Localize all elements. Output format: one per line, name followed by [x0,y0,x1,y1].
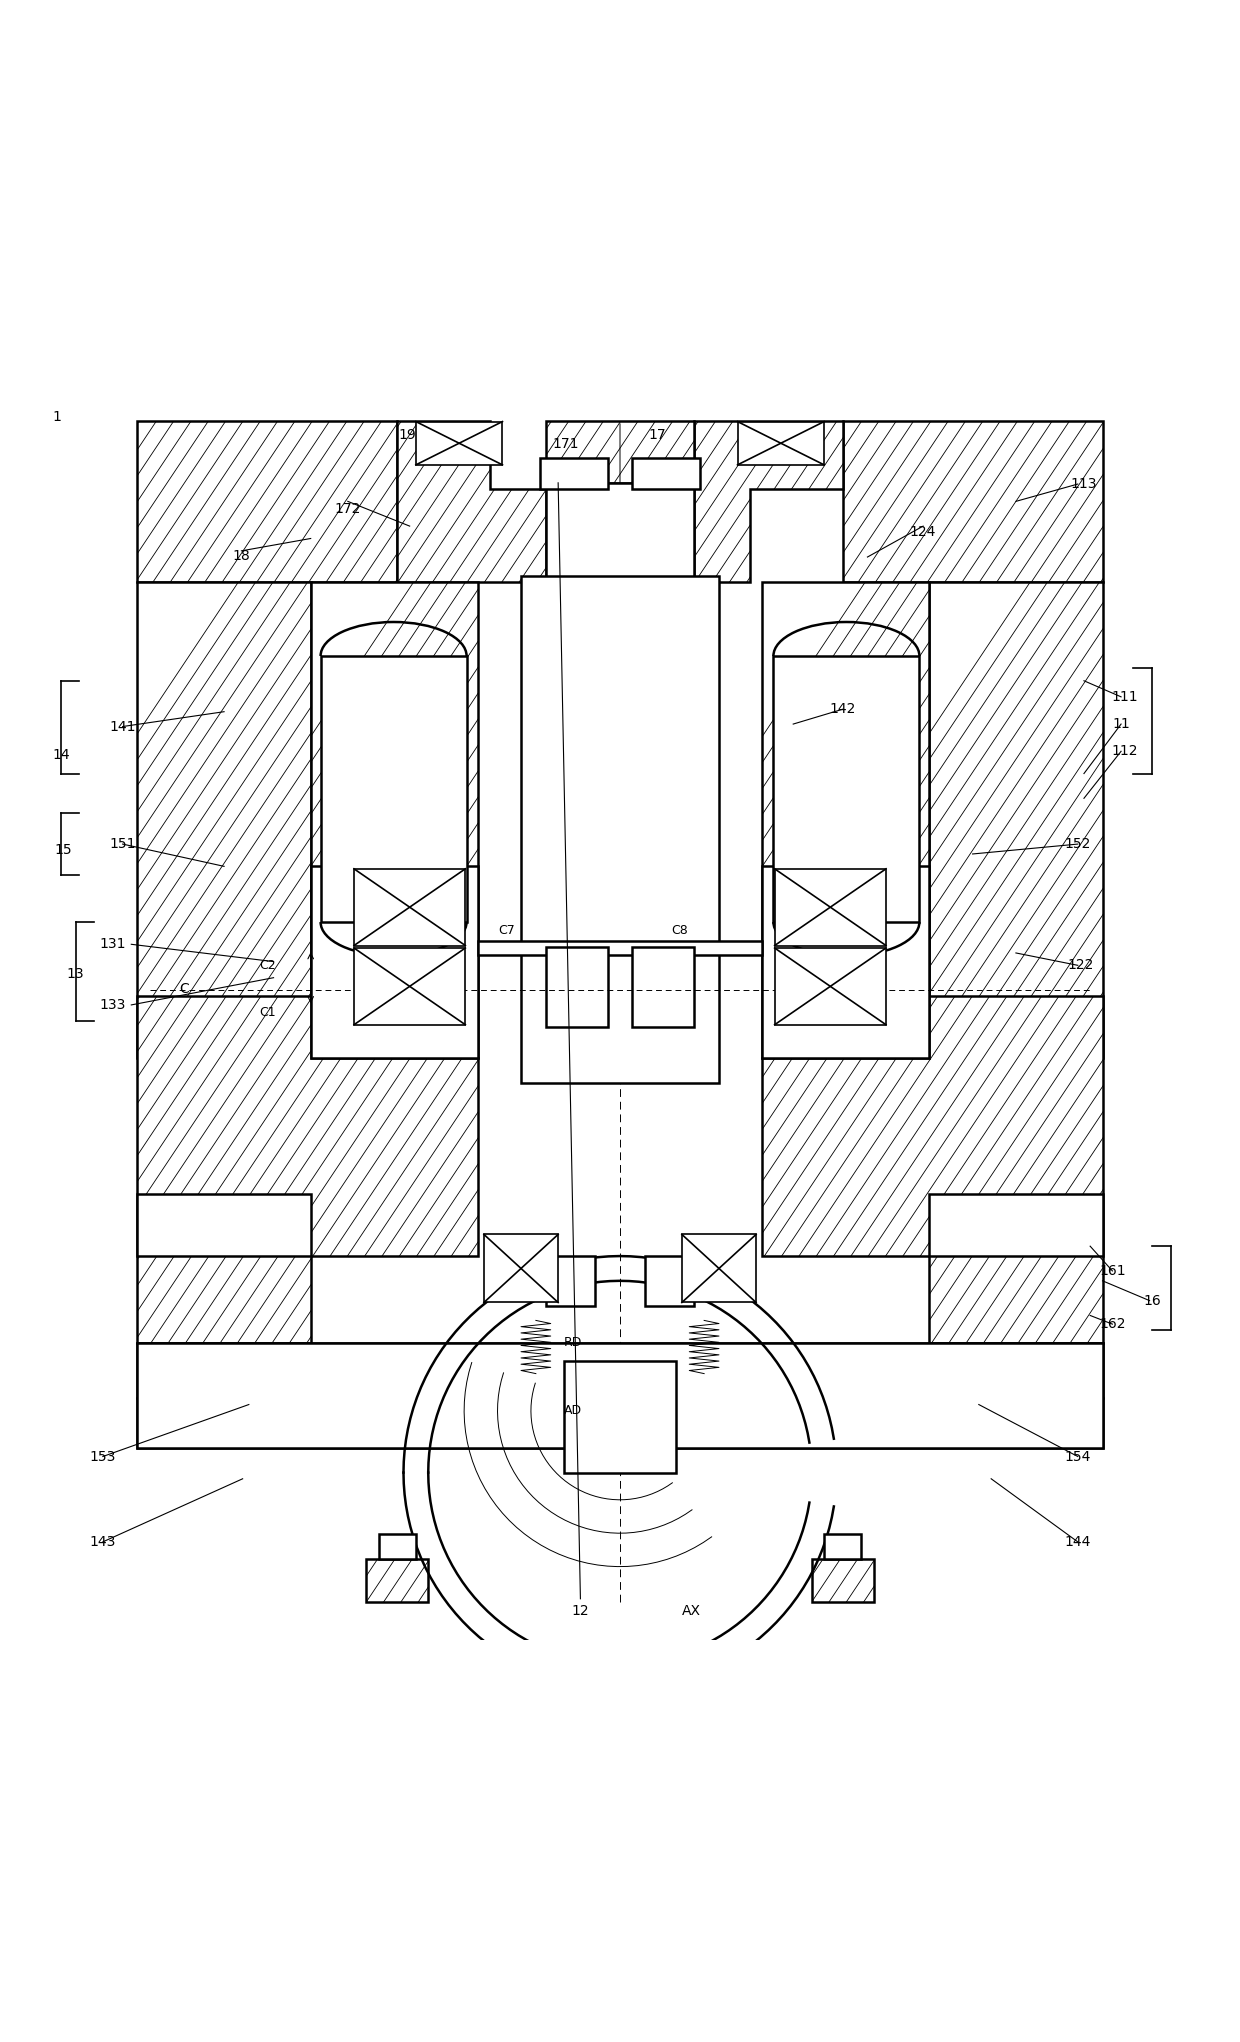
Polygon shape [138,996,477,1344]
Text: 122: 122 [1068,958,1094,972]
Bar [775,947,887,1025]
Polygon shape [311,582,477,1058]
Polygon shape [929,582,1102,1058]
Bar [632,947,694,1027]
Text: 12: 12 [572,1605,589,1617]
Bar [546,1256,595,1305]
Polygon shape [397,421,546,582]
Text: 143: 143 [89,1536,117,1550]
Bar [738,421,825,466]
Text: C7: C7 [497,925,515,937]
Bar [825,1534,862,1560]
Bar [539,457,608,488]
Text: RD: RD [564,1335,582,1350]
Text: 1: 1 [52,410,62,425]
Text: AD: AD [564,1405,582,1417]
Bar [929,1195,1102,1256]
Text: 11: 11 [1112,717,1130,731]
Bar [774,655,919,923]
Bar [484,1235,558,1303]
Bar [311,866,477,1058]
Polygon shape [763,582,929,1058]
Text: 16: 16 [1143,1295,1161,1307]
Text: 144: 144 [1065,1536,1091,1550]
Text: 15: 15 [55,843,72,858]
Bar [353,868,465,945]
Polygon shape [138,421,397,582]
Polygon shape [812,1560,874,1603]
Bar [775,868,887,945]
Polygon shape [138,1344,1102,1399]
Polygon shape [138,582,311,1058]
Text: 13: 13 [67,968,84,980]
Text: 161: 161 [1099,1264,1126,1278]
Text: 14: 14 [52,747,69,762]
Bar [138,1344,1102,1448]
Bar [477,941,763,956]
Text: 18: 18 [233,549,250,564]
Polygon shape [763,996,1102,1344]
Text: 171: 171 [552,437,579,451]
Text: 131: 131 [99,937,126,952]
Text: C2: C2 [259,960,275,972]
Text: 111: 111 [1111,690,1138,704]
Polygon shape [843,421,1102,582]
Text: AX: AX [682,1605,702,1617]
Text: 19: 19 [398,427,417,441]
Polygon shape [366,1560,428,1603]
Bar [521,576,719,1082]
Bar [682,1235,756,1303]
Text: 152: 152 [1065,837,1091,852]
Text: 113: 113 [1070,478,1097,490]
Text: 151: 151 [109,837,136,852]
Text: 172: 172 [335,502,361,517]
Text: C8: C8 [671,925,688,937]
Text: C: C [180,982,190,996]
Bar [546,482,694,582]
Bar [378,1534,415,1560]
Text: C1: C1 [259,1007,275,1019]
Bar [645,1256,694,1305]
Text: 124: 124 [910,525,936,539]
Text: 141: 141 [109,719,136,733]
Text: 142: 142 [830,702,856,717]
Bar [546,947,608,1027]
Text: 154: 154 [1065,1450,1091,1464]
Bar [415,421,502,466]
Bar [632,457,701,488]
Polygon shape [546,421,694,482]
Text: 133: 133 [99,999,126,1013]
Bar [321,655,466,923]
Text: 162: 162 [1099,1317,1126,1331]
Text: 17: 17 [649,427,666,441]
Text: 153: 153 [89,1450,117,1464]
Bar [564,1362,676,1472]
Polygon shape [138,1399,1102,1448]
Bar [353,947,465,1025]
Text: 112: 112 [1111,743,1138,758]
Bar [763,866,929,1058]
Bar [138,1195,311,1256]
Polygon shape [694,421,843,582]
